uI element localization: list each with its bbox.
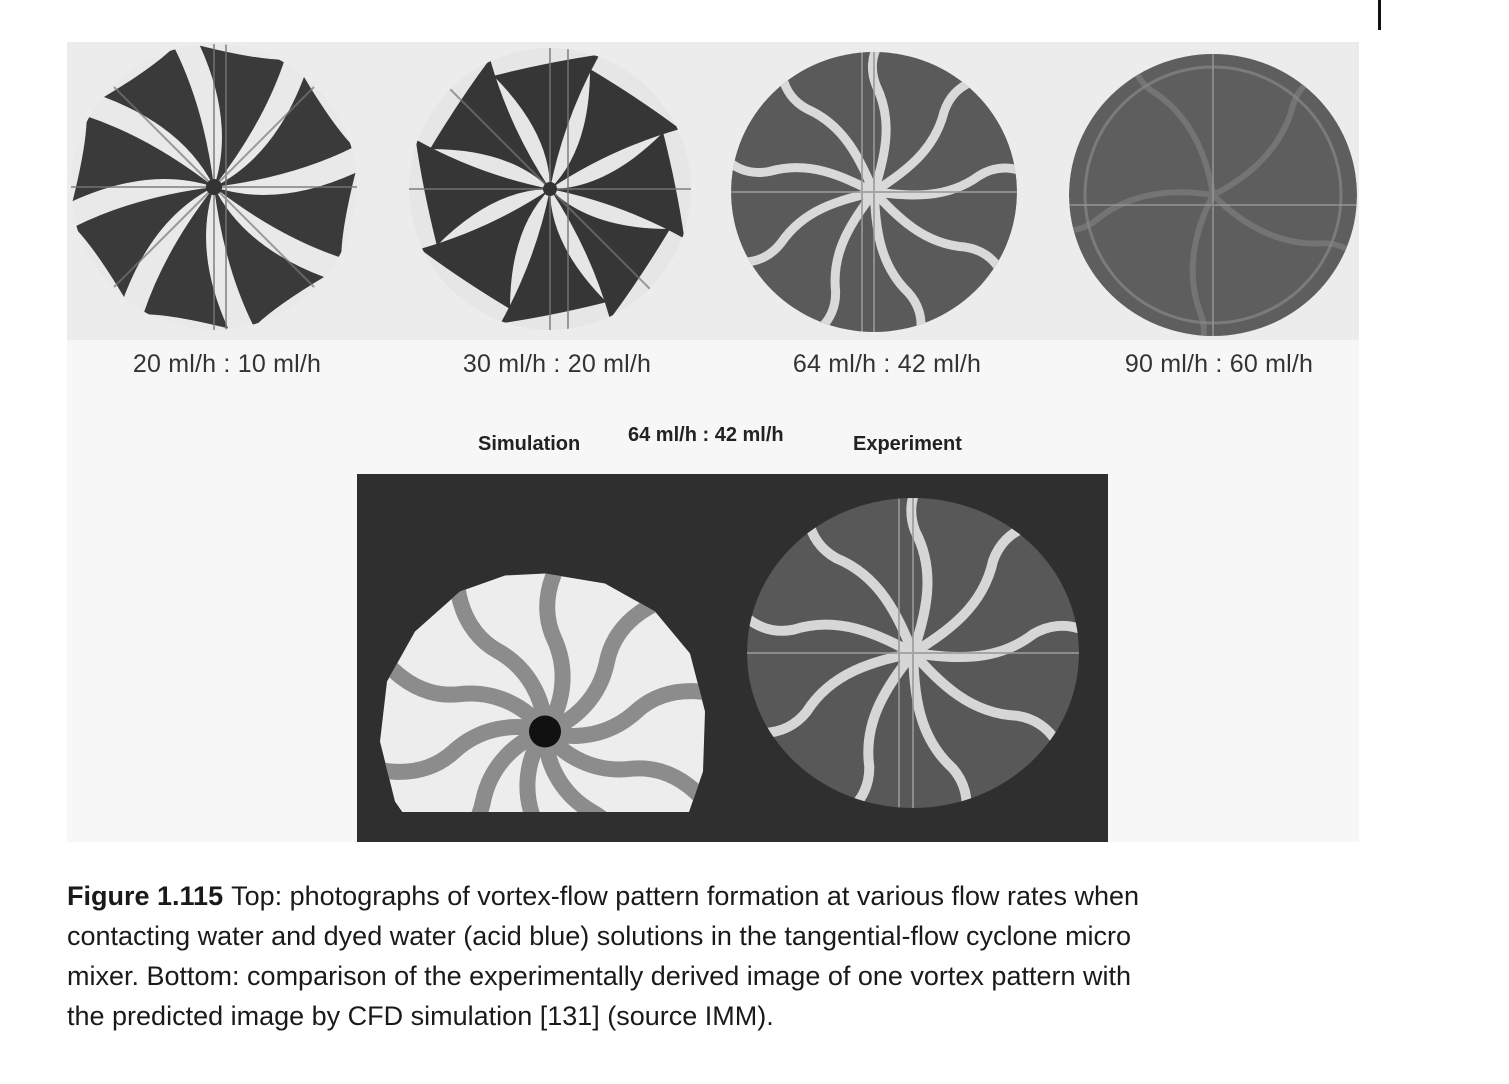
simulation-image: [377, 490, 713, 892]
page-margin-marker: [1378, 0, 1381, 30]
figure-caption: Figure 1.115 Top: photographs of vortex-f…: [67, 876, 1147, 1036]
vortex-photo-3: [731, 52, 1017, 332]
figure-number: Figure 1.115: [67, 881, 224, 911]
comparison-frame: [357, 474, 1108, 892]
vortex-photo-4: [1069, 54, 1357, 336]
flow-rate-label-2: 30 ml/h : 20 ml/h: [462, 350, 652, 378]
experiment-image: [747, 498, 1079, 808]
flow-rate-label-4: 90 ml/h : 60 ml/h: [1124, 350, 1314, 378]
vortex-photo-2: [409, 48, 691, 330]
flow-rate-label-3: 64 ml/h : 42 ml/h: [792, 350, 982, 378]
experiment-label: Experiment: [853, 433, 962, 455]
vortex-photo-1: [71, 44, 357, 330]
simulation-label: Simulation: [478, 433, 581, 455]
figure-caption-text: Top: photographs of vortex-flow pattern …: [67, 881, 1140, 1031]
flow-rate-label-1: 20 ml/h : 10 ml/h: [132, 350, 322, 378]
figure-panel: 20 ml/h : 10 ml/h 30 ml/h : 20 ml/h 64 m…: [67, 42, 1359, 892]
comparison-flow-rate-label: 64 ml/h : 42 ml/h: [628, 424, 784, 446]
